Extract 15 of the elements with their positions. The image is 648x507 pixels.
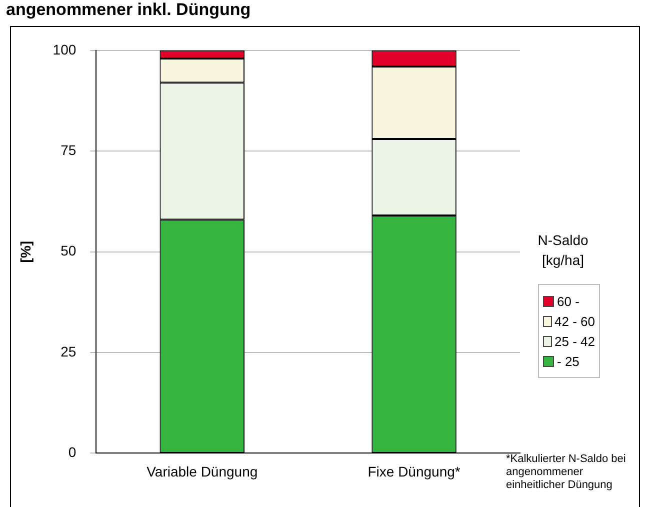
legend-title: N-Saldo [kg/ha] [536, 231, 590, 270]
y-axis-title: [%] [17, 240, 34, 263]
y-tick-label: 50 [60, 242, 76, 259]
y-tick-label: 0 [68, 444, 76, 460]
annotation: *Kalkulierter N-Saldo bei angenommener einheitlicher Düngung [506, 453, 627, 492]
chart-title: angenommener inkl. Düngung [6, 0, 251, 20]
legend-label: 42 - 60 [554, 314, 595, 328]
x-tick-label: Variable Düngung [146, 463, 258, 480]
y-tick-label: 25 [60, 343, 76, 360]
legend-label: - 25 [557, 354, 580, 368]
legend-label: 25 - 42 [554, 334, 595, 348]
legend-label: 60 - [557, 294, 580, 308]
x-tick-label: Fixe Düngung* [368, 463, 461, 480]
y-tick-label: 75 [60, 142, 76, 158]
y-tick-label: 100 [52, 41, 76, 58]
